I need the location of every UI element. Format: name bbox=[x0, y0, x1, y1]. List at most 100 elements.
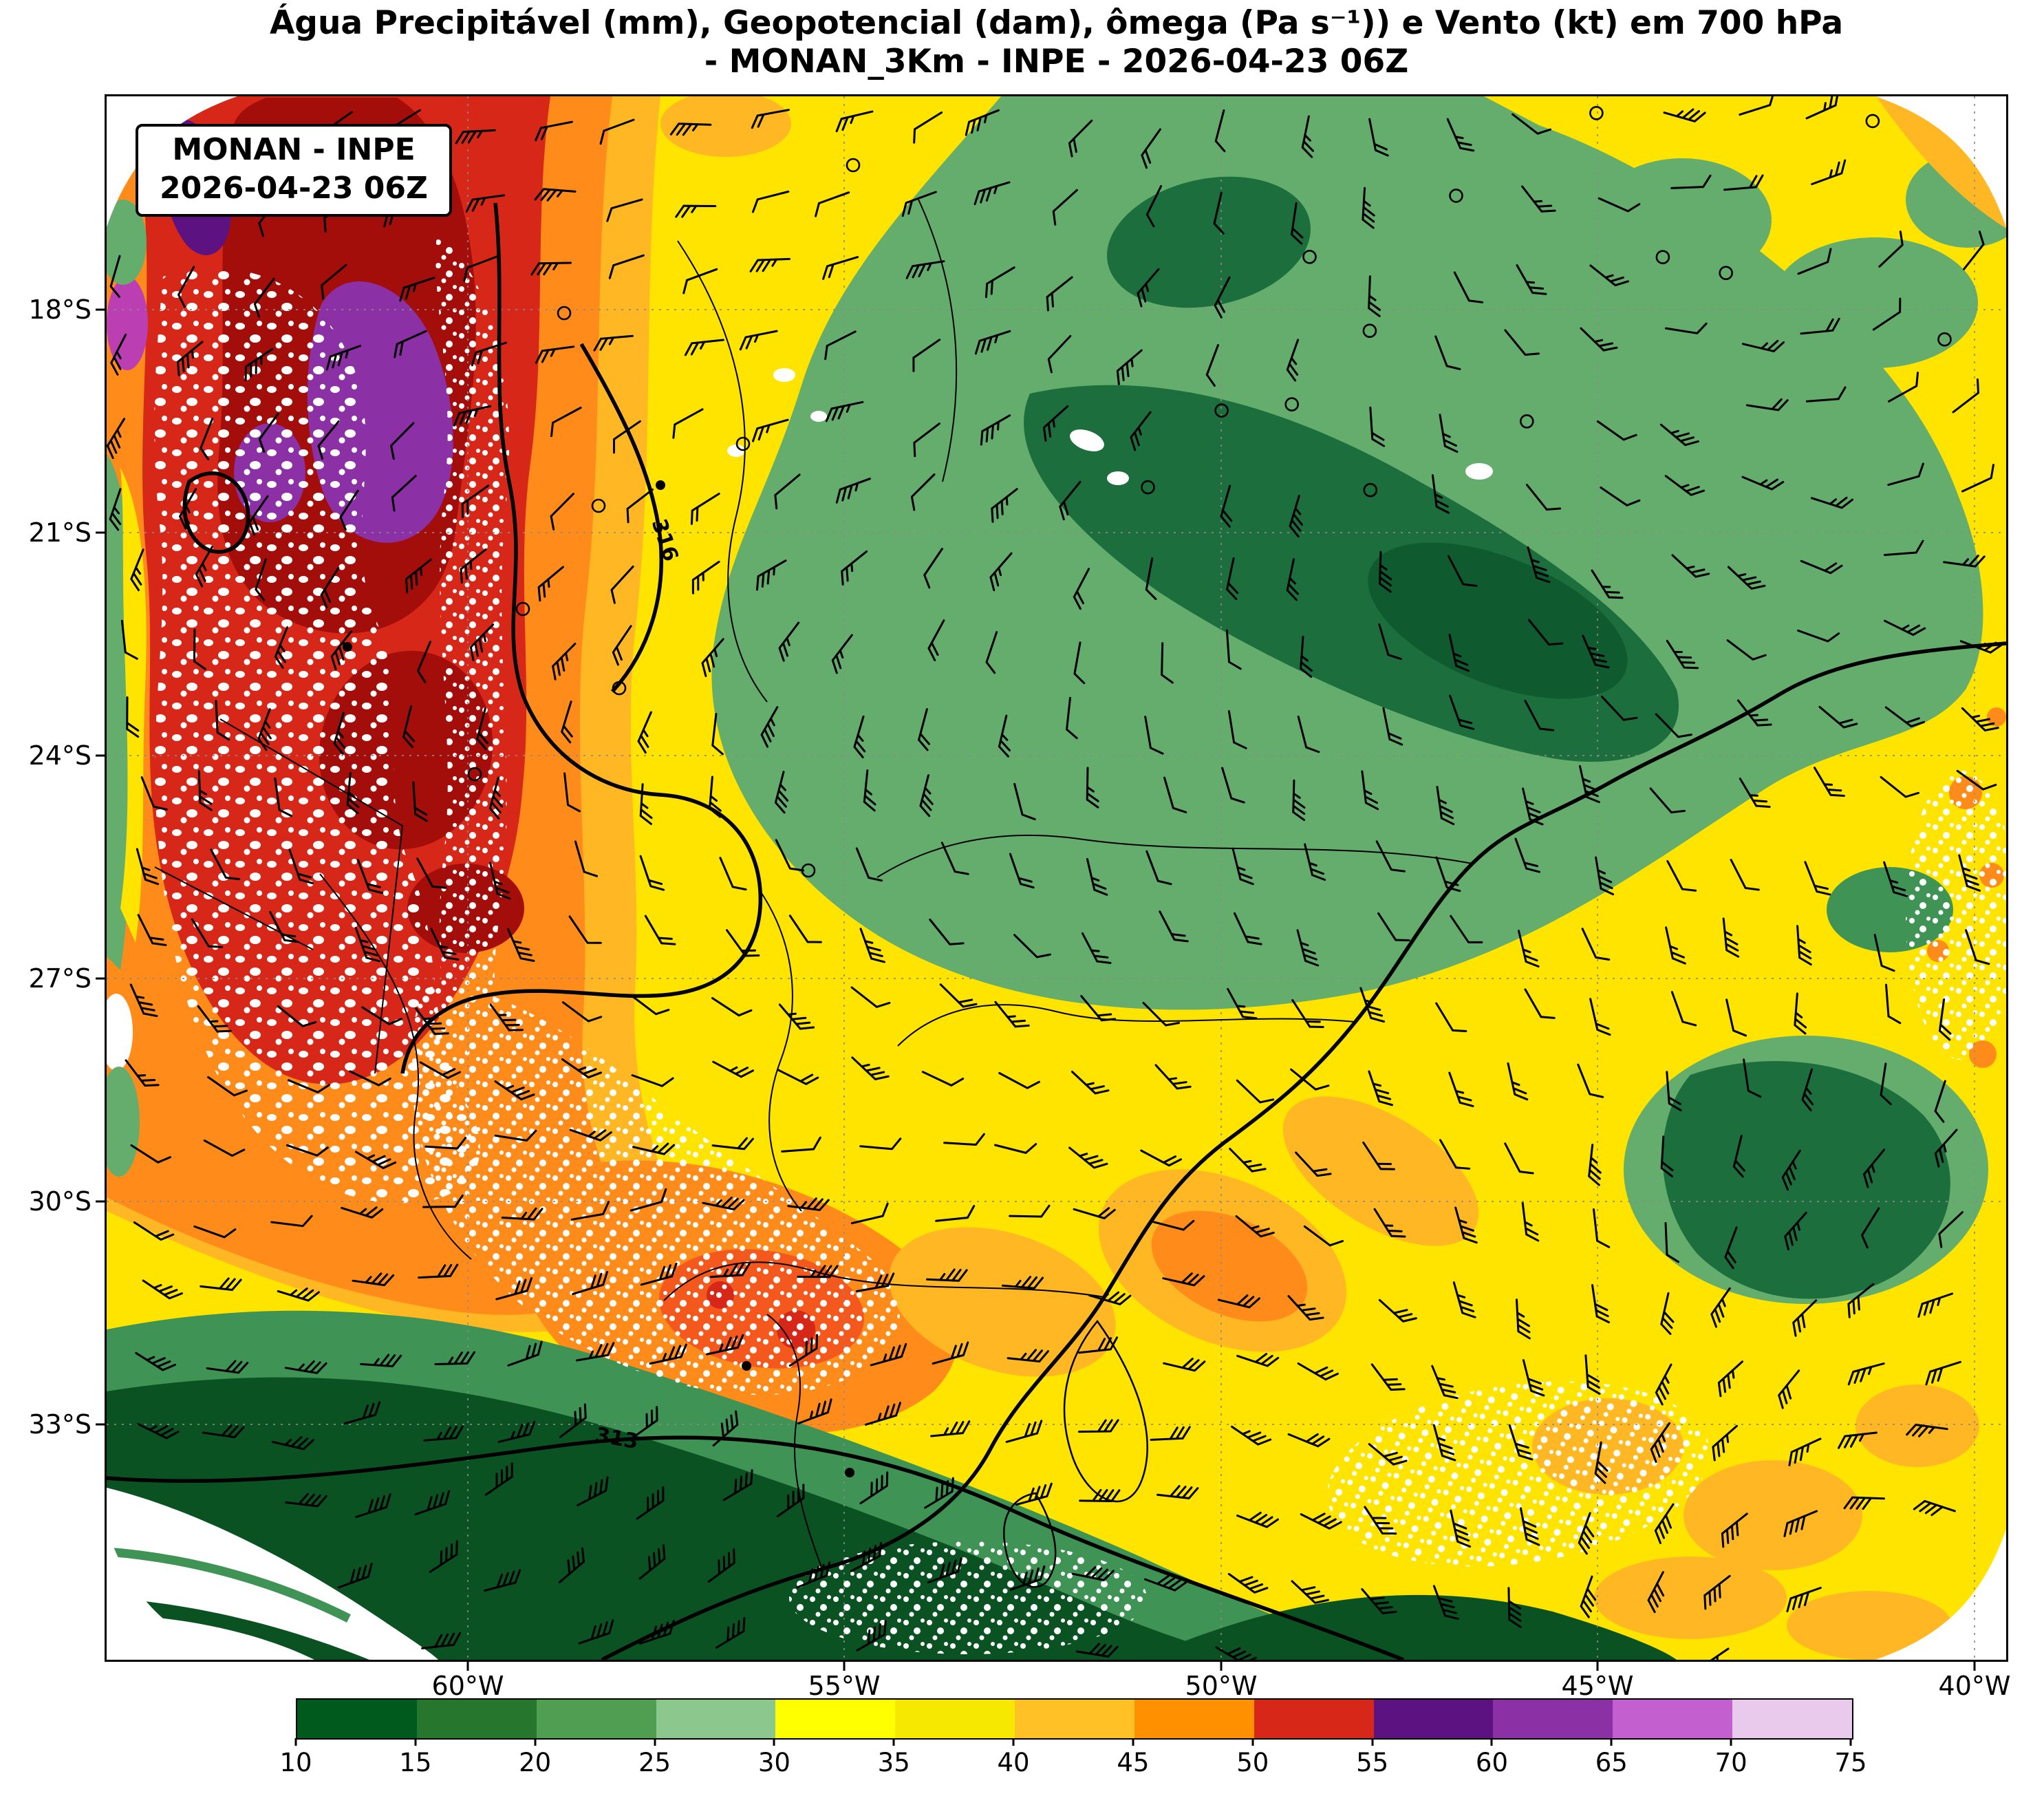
wind-barb bbox=[1580, 1575, 1597, 1618]
wind-barb bbox=[1361, 1588, 1397, 1614]
colorbar-segment bbox=[1373, 1700, 1494, 1738]
wind-barb bbox=[1784, 1211, 1807, 1251]
wind-barb bbox=[484, 1462, 513, 1496]
wind-barb bbox=[1745, 398, 1789, 411]
wind-barb bbox=[1214, 109, 1226, 153]
wind-barb bbox=[1297, 716, 1320, 753]
wind-barb bbox=[1368, 275, 1381, 317]
wind-barb bbox=[1792, 1299, 1818, 1337]
wind-barb bbox=[778, 621, 800, 662]
wind-barb bbox=[1161, 642, 1174, 684]
wind-barb bbox=[1794, 992, 1807, 1035]
wind-barb bbox=[191, 918, 224, 948]
wind-barb bbox=[177, 341, 204, 376]
map-graphic bbox=[677, 240, 768, 703]
wind-barb bbox=[606, 198, 643, 222]
colorbar-segment bbox=[416, 1700, 537, 1738]
map-graphic bbox=[727, 445, 745, 457]
map-graphic bbox=[889, 1227, 1116, 1377]
colorbar-tickmark bbox=[892, 1738, 895, 1746]
wind-barb bbox=[1797, 248, 1832, 275]
wind-barb bbox=[1654, 1503, 1675, 1544]
wind-barb bbox=[917, 708, 930, 751]
wind-barb bbox=[200, 1277, 242, 1292]
wind-barb bbox=[1647, 1571, 1665, 1614]
colorbar-tickmark bbox=[1251, 1738, 1254, 1746]
colorbar-tick-label: 60 bbox=[1475, 1748, 1508, 1777]
wind-barb bbox=[1009, 1204, 1051, 1218]
wind-barb bbox=[253, 277, 275, 318]
wind-barb bbox=[274, 777, 292, 817]
wind-barb bbox=[691, 560, 720, 595]
wind-barb bbox=[355, 1493, 391, 1518]
wind-barb bbox=[702, 1196, 745, 1211]
wind-barb bbox=[1163, 1358, 1206, 1372]
wind-barb bbox=[1739, 96, 1775, 116]
wind-barb bbox=[608, 254, 645, 279]
map-graphic bbox=[1662, 1061, 1950, 1299]
wind-barb bbox=[1369, 406, 1386, 447]
wind-barb bbox=[1071, 1566, 1115, 1581]
wind-barb bbox=[1938, 1211, 1964, 1248]
wind-barb bbox=[815, 191, 850, 217]
map-graphic bbox=[557, 306, 572, 321]
wind-barb bbox=[288, 848, 314, 885]
wind-barb bbox=[488, 776, 504, 820]
wind-barb bbox=[630, 1406, 658, 1440]
wind-barb bbox=[569, 1129, 612, 1142]
wind-barb bbox=[1514, 837, 1541, 873]
wind-barb bbox=[550, 407, 582, 438]
wind-barb bbox=[1068, 119, 1093, 158]
wind-barb bbox=[460, 548, 487, 584]
map-graphic bbox=[154, 268, 480, 1204]
border-paraguay bbox=[400, 202, 763, 1074]
model-info-line2: 2026-04-23 06Z bbox=[160, 171, 428, 206]
wind-barb bbox=[610, 565, 634, 604]
wind-barb bbox=[998, 714, 1011, 758]
wind-barb bbox=[985, 631, 998, 674]
wind-barb bbox=[1236, 1079, 1275, 1104]
wind-barb bbox=[1081, 932, 1112, 964]
colorbar-segment bbox=[1732, 1700, 1852, 1738]
wind-barb bbox=[137, 1423, 180, 1440]
wind-barb bbox=[330, 630, 352, 670]
map-graphic bbox=[107, 1067, 140, 1177]
wind-barb bbox=[1001, 1276, 1044, 1290]
colorbar-segment bbox=[895, 1700, 1015, 1738]
wind-barb bbox=[824, 330, 857, 361]
wind-barb bbox=[341, 1206, 384, 1219]
wind-barb bbox=[675, 204, 717, 218]
colorbar-tick-label: 15 bbox=[399, 1748, 432, 1777]
wind-barb bbox=[612, 625, 632, 666]
wind-barb bbox=[1435, 856, 1461, 892]
map-graphic bbox=[789, 1541, 1147, 1654]
wind-barb bbox=[195, 546, 213, 588]
wind-barb bbox=[346, 772, 360, 815]
wind-barb bbox=[1810, 496, 1854, 509]
map-graphic bbox=[1594, 1557, 1787, 1639]
wind-barb bbox=[333, 712, 346, 755]
wind-barb bbox=[1520, 1507, 1540, 1546]
wind-barb bbox=[1449, 694, 1475, 730]
wind-barb bbox=[1943, 555, 1986, 568]
wind-barb bbox=[1439, 1139, 1471, 1170]
wind-barb bbox=[781, 1136, 821, 1153]
wind-barb bbox=[1880, 776, 1920, 798]
wind-barb bbox=[1448, 634, 1470, 672]
wind-barb bbox=[1521, 1201, 1540, 1242]
wind-barb bbox=[1593, 1208, 1611, 1248]
wind-barb bbox=[1649, 787, 1686, 814]
wind-barb bbox=[1154, 1064, 1192, 1090]
map-graphic bbox=[1107, 176, 1311, 308]
wind-barb bbox=[1743, 1058, 1762, 1098]
chart-title-line2: - MONAN_3Km - INPE - 2026-04-23 06Z bbox=[704, 43, 1409, 81]
wind-barb bbox=[434, 1351, 475, 1365]
calm-wind-circles bbox=[467, 158, 861, 878]
wind-barb bbox=[905, 260, 945, 279]
wind-barb bbox=[865, 1402, 901, 1426]
wind-barb bbox=[125, 1059, 160, 1087]
y-axis-tickmark bbox=[96, 754, 105, 757]
wind-barb bbox=[391, 475, 417, 512]
wind-barb bbox=[563, 772, 581, 813]
wind-barb bbox=[1213, 191, 1225, 235]
